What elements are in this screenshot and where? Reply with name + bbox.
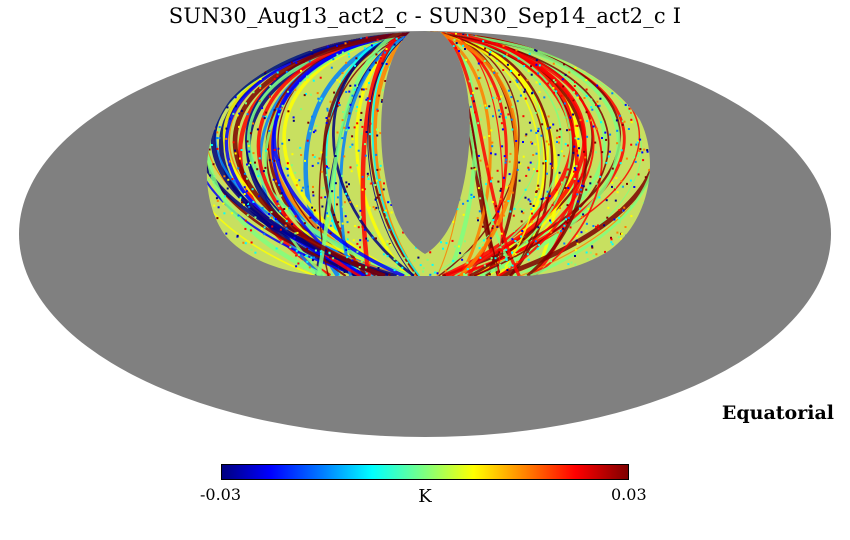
colorbar-min-label: -0.03 — [200, 485, 242, 504]
map-title: SUN30_Aug13_act2_c - SUN30_Sep14_act2_c … — [168, 4, 682, 28]
colorbar-max-label: 0.03 — [611, 485, 647, 504]
colorbar-unit-label: K — [418, 486, 432, 507]
coordinate-system-label: Equatorial — [721, 402, 834, 424]
colorbar — [221, 464, 629, 480]
scan-central-gap — [381, 32, 470, 254]
